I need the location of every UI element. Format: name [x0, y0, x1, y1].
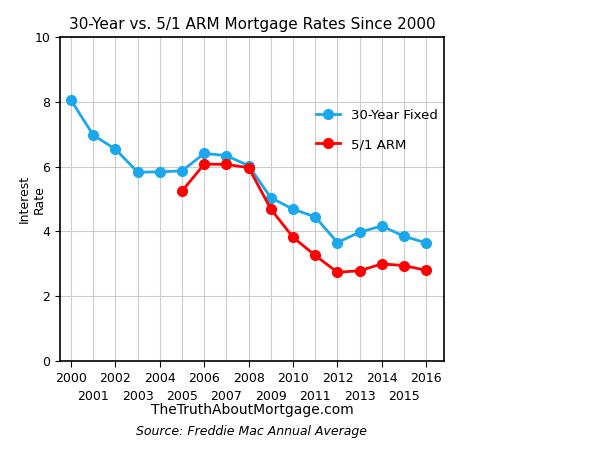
30-Year Fixed — [289, 206, 296, 212]
5/1 ARM — [378, 261, 385, 267]
30-Year Fixed — [200, 150, 208, 156]
Text: 2009: 2009 — [255, 390, 287, 403]
Legend: 30-Year Fixed, 5/1 ARM: 30-Year Fixed, 5/1 ARM — [316, 108, 437, 151]
30-Year Fixed — [422, 240, 430, 245]
30-Year Fixed — [400, 233, 407, 239]
Line: 30-Year Fixed: 30-Year Fixed — [66, 95, 431, 248]
Text: 2005: 2005 — [166, 390, 198, 403]
Text: 2015: 2015 — [388, 390, 420, 403]
30-Year Fixed — [178, 168, 185, 174]
Text: 2007: 2007 — [211, 390, 242, 403]
Text: 2003: 2003 — [122, 390, 154, 403]
30-Year Fixed — [378, 223, 385, 229]
5/1 ARM — [289, 235, 296, 240]
Y-axis label: Interest
Rate: Interest Rate — [17, 175, 46, 223]
30-Year Fixed — [67, 97, 74, 103]
5/1 ARM — [267, 206, 274, 212]
30-Year Fixed — [267, 195, 274, 200]
30-Year Fixed — [311, 214, 319, 219]
30-Year Fixed — [245, 163, 252, 169]
5/1 ARM — [311, 253, 319, 258]
30-Year Fixed — [134, 169, 141, 175]
Text: 2001: 2001 — [77, 390, 109, 403]
30-Year Fixed — [112, 146, 119, 152]
5/1 ARM — [200, 161, 208, 167]
5/1 ARM — [178, 188, 185, 194]
5/1 ARM — [422, 268, 430, 273]
30-Year Fixed — [89, 132, 97, 138]
Title: 30-Year vs. 5/1 ARM Mortgage Rates Since 2000: 30-Year vs. 5/1 ARM Mortgage Rates Since… — [68, 17, 436, 31]
30-Year Fixed — [356, 229, 363, 235]
Text: 2011: 2011 — [299, 390, 331, 403]
5/1 ARM — [356, 268, 363, 274]
5/1 ARM — [245, 165, 252, 170]
5/1 ARM — [400, 263, 407, 269]
5/1 ARM — [223, 162, 230, 167]
30-Year Fixed — [223, 153, 230, 158]
Line: 5/1 ARM: 5/1 ARM — [177, 159, 431, 277]
Text: TheTruthAboutMortgage.com: TheTruthAboutMortgage.com — [151, 403, 353, 417]
Text: 2013: 2013 — [344, 390, 376, 403]
Text: Source: Freddie Mac Annual Average: Source: Freddie Mac Annual Average — [137, 425, 367, 438]
5/1 ARM — [334, 269, 341, 275]
30-Year Fixed — [156, 169, 163, 175]
30-Year Fixed — [334, 240, 341, 245]
